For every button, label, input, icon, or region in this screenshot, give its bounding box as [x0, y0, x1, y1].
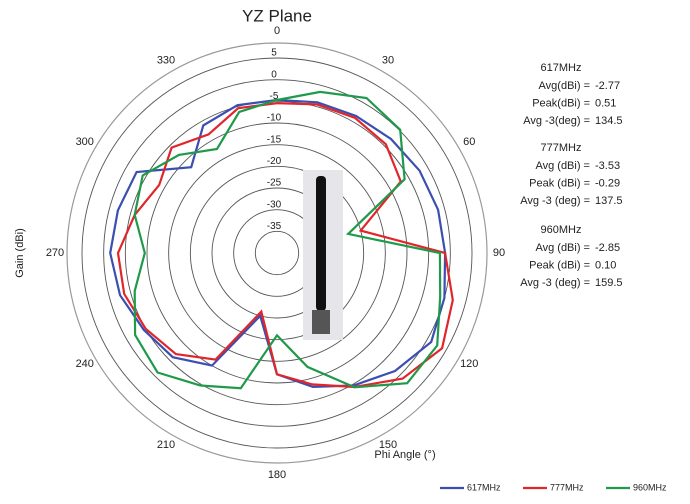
r-tick-label: -5: [270, 91, 279, 102]
chart-title: YZ Plane: [242, 6, 312, 25]
annotation-title: 617MHz: [541, 62, 582, 74]
antenna-base: [312, 310, 330, 334]
angle-tick-label: 180: [268, 469, 286, 481]
antenna-image: [303, 170, 343, 340]
r-tick-label: -15: [267, 134, 282, 145]
annotation-label: Avg(dBi) =: [539, 80, 590, 92]
angle-tick-label: 330: [157, 55, 175, 67]
angle-tick-label: 60: [463, 136, 475, 148]
annotation-title: 777MHz: [541, 142, 582, 154]
legend-label: 617MHz: [467, 482, 501, 492]
r-tick-label: -30: [267, 199, 282, 210]
grid-ring: [255, 231, 298, 274]
y-axis-label: Gain (dBi): [14, 228, 26, 278]
r-tick-label: -10: [267, 113, 282, 124]
angle-tick-label: 120: [460, 358, 478, 370]
annotation-value: -2.85: [595, 242, 620, 254]
outer-ring: [67, 43, 487, 463]
r-tick-label: 5: [271, 48, 277, 59]
angle-tick-label: 210: [157, 439, 175, 451]
legend-label: 777MHz: [550, 482, 584, 492]
annotation-title: 960MHz: [541, 224, 582, 236]
annotation-label: Peak (dBi) =: [529, 259, 590, 271]
angle-tick-label: 270: [46, 247, 64, 259]
angle-tick-label: 300: [76, 136, 94, 148]
annotation-label: Avg (dBi) =: [535, 242, 590, 254]
angle-tick-label: 30: [382, 55, 394, 67]
annotation-value: -0.29: [595, 177, 620, 189]
annotation-label: Avg -3(deg) =: [523, 115, 590, 127]
annotation-label: Peak (dBi) =: [529, 177, 590, 189]
plot: [110, 92, 453, 388]
annotation-value: 159.5: [595, 277, 623, 289]
annotation-label: Peak(dBi) =: [532, 97, 590, 109]
annotation-value: 0.51: [595, 97, 616, 109]
annotation-value: 137.5: [595, 195, 623, 207]
angle-tick-label: 0: [274, 25, 280, 37]
annotation-label: Avg -3 (deg) =: [520, 277, 590, 289]
annotation-value: -3.53: [595, 160, 620, 172]
r-tick-label: -20: [267, 156, 282, 167]
antenna-body: [316, 176, 326, 311]
annotation-label: Avg (dBi) =: [535, 160, 590, 172]
r-tick-label: -35: [267, 221, 282, 232]
legend-label: 960MHz: [633, 482, 667, 492]
annotation-value: -2.77: [595, 80, 620, 92]
annotation-label: Avg -3 (deg) =: [520, 195, 590, 207]
chart: YZ Plane Gain (dBi) Phi Angle (°) 50-5-1…: [0, 0, 690, 499]
angle-tick-label: 150: [379, 439, 397, 451]
r-tick-label: -25: [267, 178, 282, 189]
annotation-value: 0.10: [595, 259, 616, 271]
angle-tick-label: 90: [493, 247, 505, 259]
r-tick-label: 0: [271, 69, 277, 80]
annotation-value: 134.5: [595, 115, 623, 127]
angle-tick-label: 240: [76, 358, 94, 370]
